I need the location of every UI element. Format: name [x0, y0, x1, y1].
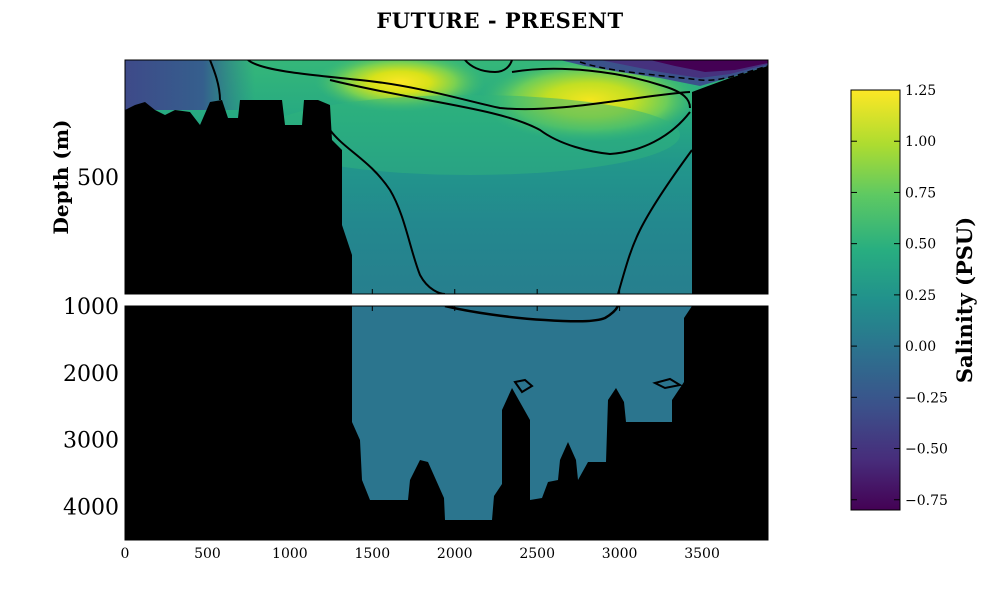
y-tick-label: 500 — [77, 166, 119, 191]
x-axis: 0 500 1000 1500 2000 2500 3000 3500 — [121, 289, 720, 562]
x-tick-label: 1000 — [272, 546, 308, 562]
colorbar-ticks: 1.25 1.00 0.75 0.50 0.25 0.00 −0.25 −0.50 −0.75 — [851, 83, 948, 509]
colorbar-tick-label: 1.00 — [905, 134, 936, 150]
colorbar-tick-label: −0.75 — [905, 493, 948, 509]
colorbar-label: Salinity (PSU) — [952, 217, 977, 383]
contour-line — [652, 377, 683, 390]
colorbar-tick-label: −0.50 — [905, 442, 948, 458]
y-axis-upper: 500 — [77, 166, 768, 191]
upper-surface-left-low — [125, 60, 255, 110]
chart-title: FUTURE - PRESENT — [376, 8, 624, 33]
lower-axes-frame — [124, 305, 769, 541]
upper-panel — [125, 60, 768, 294]
colorbar-tick-label: 1.25 — [905, 83, 936, 99]
y-axis-lower: 1000 2000 3000 4000 — [63, 295, 768, 521]
x-tick-label: 3500 — [684, 546, 720, 562]
land-mask-west-deep — [125, 306, 768, 540]
colorbar-tick-label: −0.25 — [905, 390, 948, 406]
land-mask-west — [125, 100, 352, 294]
y-tick-label: 4000 — [63, 496, 119, 521]
contour-line — [209, 60, 221, 101]
contour-line-negative — [579, 61, 768, 82]
colorbar — [850, 89, 901, 511]
contour-line — [329, 79, 691, 156]
contour-line — [617, 149, 693, 294]
y-tick-label: 3000 — [63, 429, 119, 454]
land-mask-east — [692, 66, 768, 294]
x-tick-label: 0 — [121, 546, 130, 562]
contour-line — [329, 129, 446, 294]
y-tick-label: 1000 — [63, 295, 119, 320]
x-tick-label: 500 — [194, 546, 221, 562]
x-tick-label: 2500 — [519, 546, 555, 562]
y-axis-label: Depth (m) — [49, 120, 73, 235]
contour-line — [511, 67, 691, 109]
lower-panel — [125, 306, 768, 540]
contour-line — [513, 378, 534, 394]
y-tick-label: 2000 — [63, 362, 119, 387]
colorbar-tick-label: 0.75 — [905, 185, 936, 201]
contour-line — [247, 60, 691, 111]
contour-line — [464, 60, 513, 74]
x-tick-label: 2000 — [437, 546, 473, 562]
surface-min-anomaly — [650, 60, 768, 72]
x-tick-label: 3000 — [602, 546, 638, 562]
contour-line — [444, 306, 620, 323]
colorbar-tick-label: 0.50 — [905, 237, 936, 253]
salinity-mid-band — [260, 95, 680, 175]
x-tick-label: 1500 — [354, 546, 390, 562]
colorbar-tick-label: 0.25 — [905, 288, 936, 304]
colorbar-tick-label: 0.00 — [905, 339, 936, 355]
